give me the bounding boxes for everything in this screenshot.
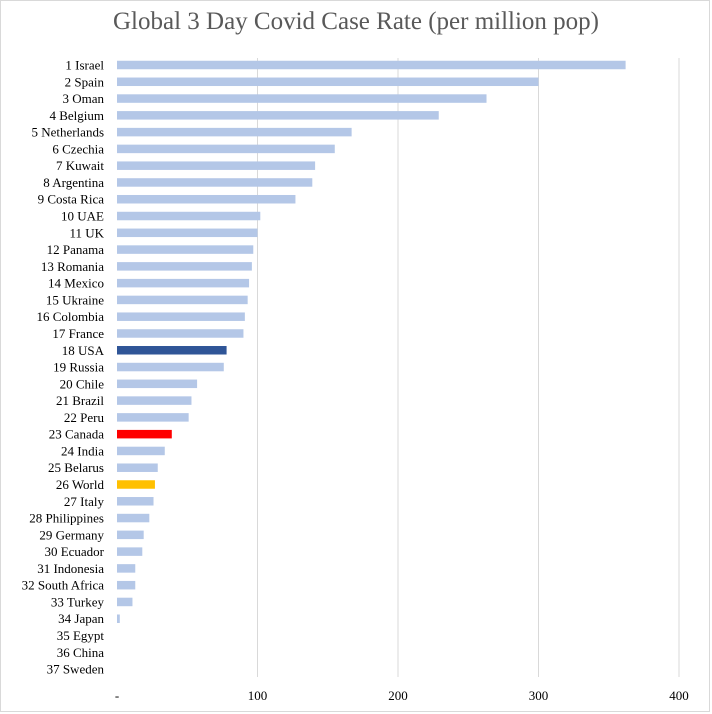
- bar: [117, 278, 250, 288]
- category-label: 37 Sweden: [47, 662, 105, 677]
- bar: [117, 329, 244, 338]
- bar: [117, 413, 189, 422]
- bar: [117, 94, 487, 103]
- category-label: 23 Canada: [49, 427, 104, 442]
- x-axis-ticks: - 100 200 300 400: [115, 688, 689, 703]
- category-label: 5 Netherlands: [31, 125, 104, 140]
- category-label: 32 South Africa: [22, 578, 105, 593]
- category-label: 28 Philippines: [29, 511, 104, 526]
- bar: [117, 564, 136, 573]
- bar: [117, 127, 352, 137]
- category-label: 16 Colombia: [36, 309, 104, 324]
- category-label: 29 Germany: [39, 527, 104, 542]
- bar: [117, 480, 155, 489]
- category-label: 8 Argentina: [43, 175, 104, 190]
- category-label: 2 Spain: [65, 74, 105, 89]
- bar: [117, 245, 254, 254]
- bar: [117, 580, 136, 590]
- bar: [117, 396, 192, 405]
- category-label: 21 Brazil: [56, 393, 104, 408]
- bar: [117, 614, 120, 623]
- bar: [117, 60, 626, 70]
- category-label: 36 China: [57, 645, 105, 660]
- category-label: 25 Belarus: [48, 460, 104, 475]
- category-label: 7 Kuwait: [56, 158, 104, 173]
- category-label: 3 Oman: [62, 91, 104, 106]
- bar: [117, 446, 165, 456]
- category-label: 15 Ukraine: [46, 292, 104, 307]
- category-label: 33 Turkey: [51, 594, 105, 609]
- category-label: 24 India: [61, 443, 104, 458]
- category-label: 9 Costa Rica: [38, 192, 105, 207]
- category-label: 27 Italy: [64, 494, 105, 509]
- bar: [117, 211, 261, 221]
- x-tick-label: 300: [529, 688, 549, 703]
- category-label: 4 Belgium: [49, 108, 104, 123]
- bar: [117, 178, 313, 187]
- bar: [117, 144, 335, 154]
- bar: [117, 429, 172, 439]
- category-label: 17 France: [52, 326, 104, 341]
- category-label: 22 Peru: [64, 410, 105, 425]
- bar: [117, 362, 224, 372]
- category-label: 1 Israel: [65, 58, 104, 73]
- category-label: 35 Egypt: [57, 628, 105, 643]
- category-label: 10 UAE: [61, 209, 104, 224]
- category-label: 12 Panama: [47, 242, 105, 257]
- bar: [117, 228, 258, 238]
- bar: [117, 597, 133, 607]
- category-label: 18 USA: [62, 343, 105, 358]
- category-label: 31 Indonesia: [37, 561, 104, 576]
- chart-title: Global 3 Day Covid Case Rate (per millio…: [112, 8, 600, 35]
- bar: [117, 77, 539, 87]
- bar: [117, 161, 316, 170]
- category-label: 6 Czechia: [52, 141, 104, 156]
- category-label: 11 UK: [69, 225, 104, 240]
- category-label: 13 Romania: [41, 259, 104, 274]
- x-tick-label: 200: [388, 688, 408, 703]
- category-label: 26 World: [56, 477, 105, 492]
- bar: [117, 530, 144, 540]
- bar: [117, 312, 245, 321]
- category-label: 14 Mexico: [48, 276, 104, 291]
- bar: [117, 295, 248, 305]
- category-label: 30 Ecuador: [44, 544, 104, 559]
- bar: [117, 379, 198, 389]
- gridlines: [257, 58, 680, 677]
- bar: [117, 262, 252, 271]
- category-label: 34 Japan: [58, 611, 104, 626]
- bar: [117, 111, 439, 120]
- x-tick-label: 100: [248, 688, 268, 703]
- category-label: 20 Chile: [60, 376, 105, 391]
- bar: [117, 463, 158, 472]
- bar: [117, 497, 154, 506]
- bar: [117, 346, 227, 355]
- bars: [117, 60, 626, 623]
- category-label: 19 Russia: [53, 360, 104, 375]
- x-tick-label: 400: [669, 688, 689, 703]
- bar: [117, 547, 143, 556]
- bar: [117, 194, 296, 204]
- x-tick-label: -: [115, 688, 119, 703]
- bar: [117, 513, 150, 523]
